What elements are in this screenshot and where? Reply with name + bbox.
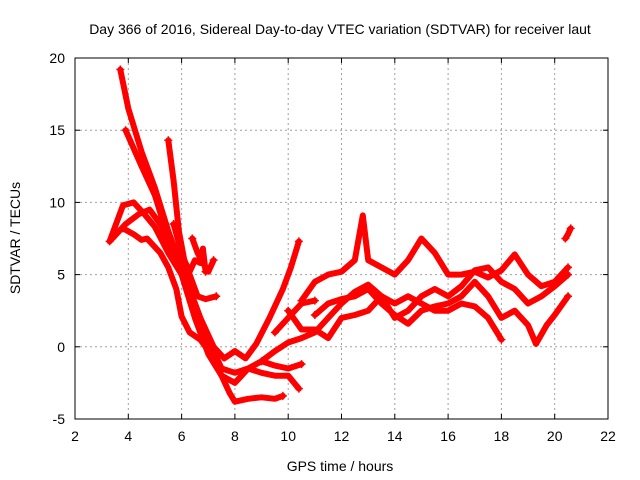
plus-marker [206, 350, 215, 359]
data-series-track-12 [311, 278, 571, 347]
x-tick-label: 18 [494, 428, 510, 444]
x-tick-label: 16 [440, 428, 456, 444]
plus-marker [188, 234, 197, 243]
plus-marker [270, 328, 279, 337]
plus-marker [164, 136, 173, 145]
plus-marker [297, 360, 306, 369]
y-axis-label: SDTVAR / TECUs [7, 182, 23, 294]
y-tick-label: 0 [57, 339, 65, 355]
plus-marker [169, 220, 178, 229]
data-series-track-7 [170, 221, 220, 303]
x-tick-label: 2 [71, 428, 79, 444]
grid [75, 58, 608, 419]
x-tick-label: 22 [600, 428, 616, 444]
plus-marker [257, 357, 266, 366]
data-series-track-4 [109, 206, 302, 362]
plus-marker [294, 384, 303, 393]
axis-ticks: 2 4 6 8 10 12 14 16 18 20 22 -5 0 5 10 15 20 [49, 50, 616, 444]
chart-title: Day 366 of 2016, Sidereal Day-to-day VTE… [89, 21, 591, 37]
plus-marker [310, 311, 319, 320]
plus-marker [294, 237, 303, 246]
data-series-track-5 [120, 225, 214, 357]
series-layer [105, 65, 575, 405]
data-series-track-13 [271, 297, 318, 336]
plus-marker [209, 256, 218, 265]
x-tick-label: 4 [124, 428, 132, 444]
y-tick-label: -5 [53, 411, 66, 427]
x-tick-label: 12 [334, 428, 350, 444]
x-tick-label: 10 [280, 428, 296, 444]
x-tick-label: 6 [178, 428, 186, 444]
plus-marker [116, 65, 125, 74]
plus-marker [212, 292, 221, 301]
x-axis-label: GPS time / hours [287, 458, 394, 474]
plus-marker [278, 391, 287, 400]
data-series-track-10 [298, 212, 571, 304]
plus-marker [564, 263, 573, 272]
plus-marker [564, 270, 573, 279]
y-tick-label: 15 [49, 122, 65, 138]
plus-marker [310, 296, 319, 305]
y-tick-label: 5 [57, 267, 65, 283]
plus-marker [564, 292, 573, 301]
data-series-track-2 [122, 127, 305, 386]
plus-marker [497, 335, 506, 344]
data-series-track-1 [117, 66, 286, 405]
plus-marker [108, 234, 117, 243]
plus-marker [121, 126, 130, 135]
data-series-track-14 [562, 225, 574, 242]
data-series-track-8 [189, 235, 217, 275]
x-tick-label: 20 [547, 428, 563, 444]
y-tick-label: 10 [49, 194, 65, 210]
x-tick-label: 8 [231, 428, 239, 444]
plus-marker [561, 234, 570, 243]
plus-marker [566, 224, 575, 233]
plus-marker [118, 224, 127, 233]
data-series-track-11 [258, 264, 571, 365]
y-tick-label: 20 [49, 50, 65, 66]
data-series-track-9 [285, 293, 505, 343]
x-tick-label: 14 [387, 428, 403, 444]
